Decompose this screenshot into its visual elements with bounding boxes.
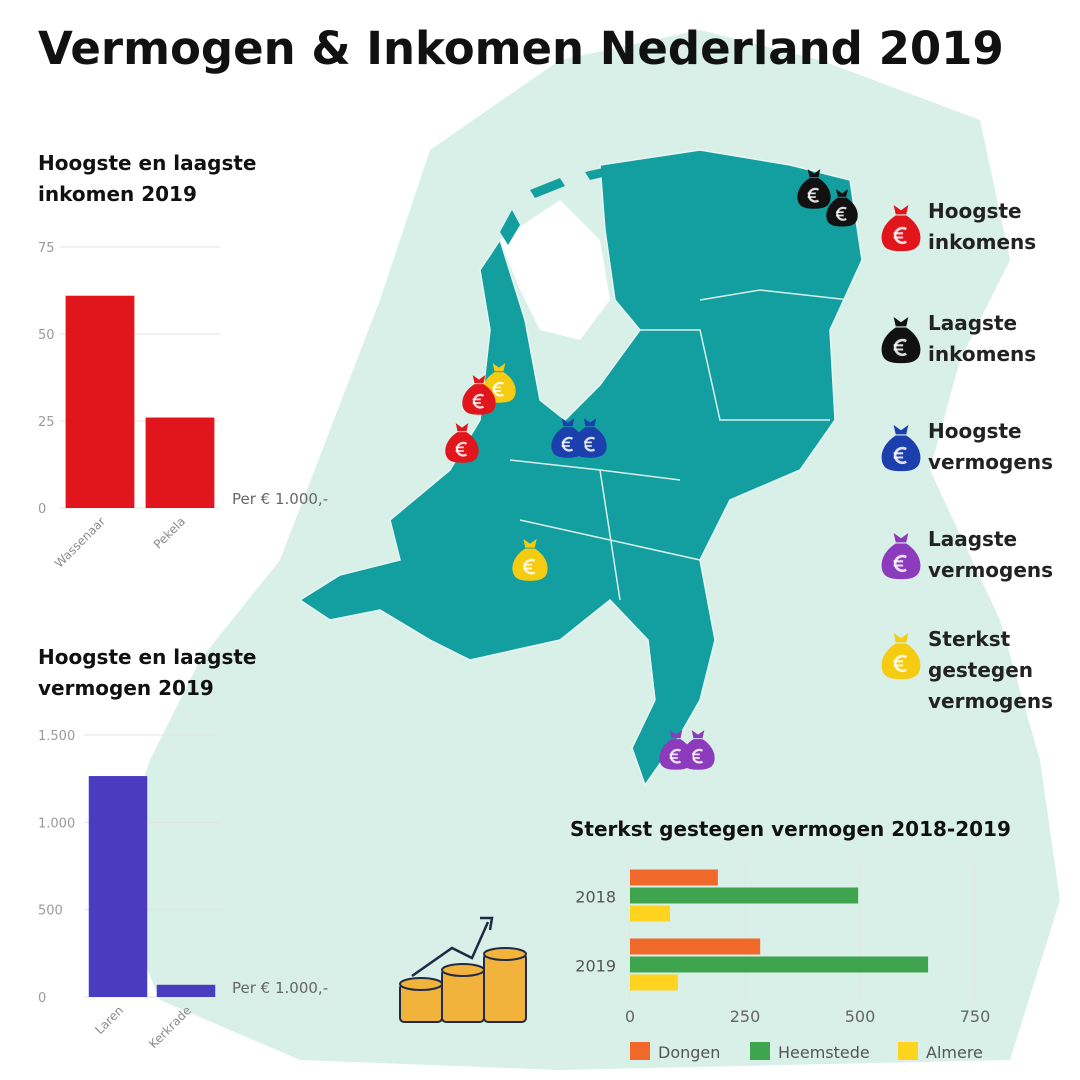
- plots: 0 25 50 75 Wassenaar Pekela Per € 1.000,- 0 500 1…: [38, 241, 990, 1062]
- map: [110, 30, 1060, 1070]
- legend-label: Almere: [926, 1043, 983, 1062]
- y-tick-label: 2019: [575, 957, 616, 976]
- legend-label: Hoogste inkomens: [928, 199, 1037, 254]
- legend-item: Hoogste vermogens: [876, 416, 1068, 480]
- legend-swatch: [880, 631, 922, 681]
- legend-swatch: [880, 423, 922, 473]
- legend-item: Laagste inkomens: [876, 308, 1068, 372]
- y-tick-label: 75: [38, 241, 55, 256]
- bar: [630, 869, 718, 886]
- y-tick-label: 25: [38, 415, 55, 430]
- legend-icon: [880, 531, 922, 581]
- legend-label: Hoogste vermogens: [928, 419, 1054, 474]
- chart-title: Hoogste en laagste inkomen 2019: [38, 151, 257, 206]
- y-tick-label: 2018: [575, 888, 616, 907]
- unit-note: Per € 1.000,-: [232, 490, 328, 508]
- bar: [630, 956, 929, 973]
- legend-icon: [880, 203, 922, 253]
- bar: [145, 417, 215, 508]
- y-tick-label: 0: [38, 502, 46, 517]
- y-tick-label: 500: [38, 904, 63, 919]
- map-islands: [500, 162, 632, 245]
- legend-swatch: [880, 203, 922, 253]
- legend-label: Laagste vermogens: [928, 527, 1054, 582]
- legend-swatch: [750, 1042, 770, 1060]
- y-tick-label: 1.500: [38, 729, 75, 744]
- legend-label: Dongen: [658, 1043, 720, 1062]
- bar: [65, 295, 135, 508]
- map-borders: [509, 289, 851, 601]
- chart-title: Sterkst gestegen vermogen 2018-2019: [570, 817, 1011, 841]
- legend-swatch: [630, 1042, 650, 1060]
- coins-icon: [399, 916, 527, 1023]
- x-tick-label: Kerkrade: [146, 1003, 194, 1051]
- legend-icon: [880, 631, 922, 681]
- bar: [88, 776, 148, 997]
- legend-item: Hoogste inkomens: [876, 196, 1068, 260]
- x-tick-label: Pekela: [151, 514, 188, 551]
- x-tick-label: 250: [730, 1007, 761, 1026]
- legend-label: Laagste inkomens: [928, 311, 1037, 366]
- legend-icon: [880, 423, 922, 473]
- x-tick-label: 0: [625, 1007, 635, 1026]
- x-tick-label: Wassenaar: [52, 514, 108, 570]
- legend-swatch: [880, 315, 922, 365]
- legend-label: Heemstede: [778, 1043, 870, 1062]
- y-tick-label: 1.000: [38, 816, 75, 831]
- legend-label: Sterkst gestegen vermogens: [928, 627, 1054, 713]
- legend-swatch: [898, 1042, 918, 1060]
- bar: [630, 938, 761, 955]
- chart-title: Hoogste en laagste vermogen 2019: [38, 645, 257, 700]
- map-water: [500, 200, 610, 340]
- legend-icon: [880, 315, 922, 365]
- y-tick-label: 0: [38, 991, 46, 1006]
- unit-note: Per € 1.000,-: [232, 979, 328, 997]
- legend-item: Sterkst gestegen vermogens: [876, 624, 1068, 717]
- legend-item: Laagste vermogens: [876, 524, 1068, 588]
- y-tick-label: 50: [38, 328, 55, 343]
- bar: [630, 887, 859, 904]
- x-tick-label: Laren: [92, 1003, 126, 1037]
- bar: [630, 974, 678, 991]
- x-tick-label: 750: [960, 1007, 991, 1026]
- bar: [156, 984, 216, 997]
- bar: [630, 905, 671, 922]
- legend-swatch: [880, 531, 922, 581]
- x-tick-label: 500: [845, 1007, 876, 1026]
- page-title: Vermogen & Inkomen Nederland 2019: [38, 22, 1004, 75]
